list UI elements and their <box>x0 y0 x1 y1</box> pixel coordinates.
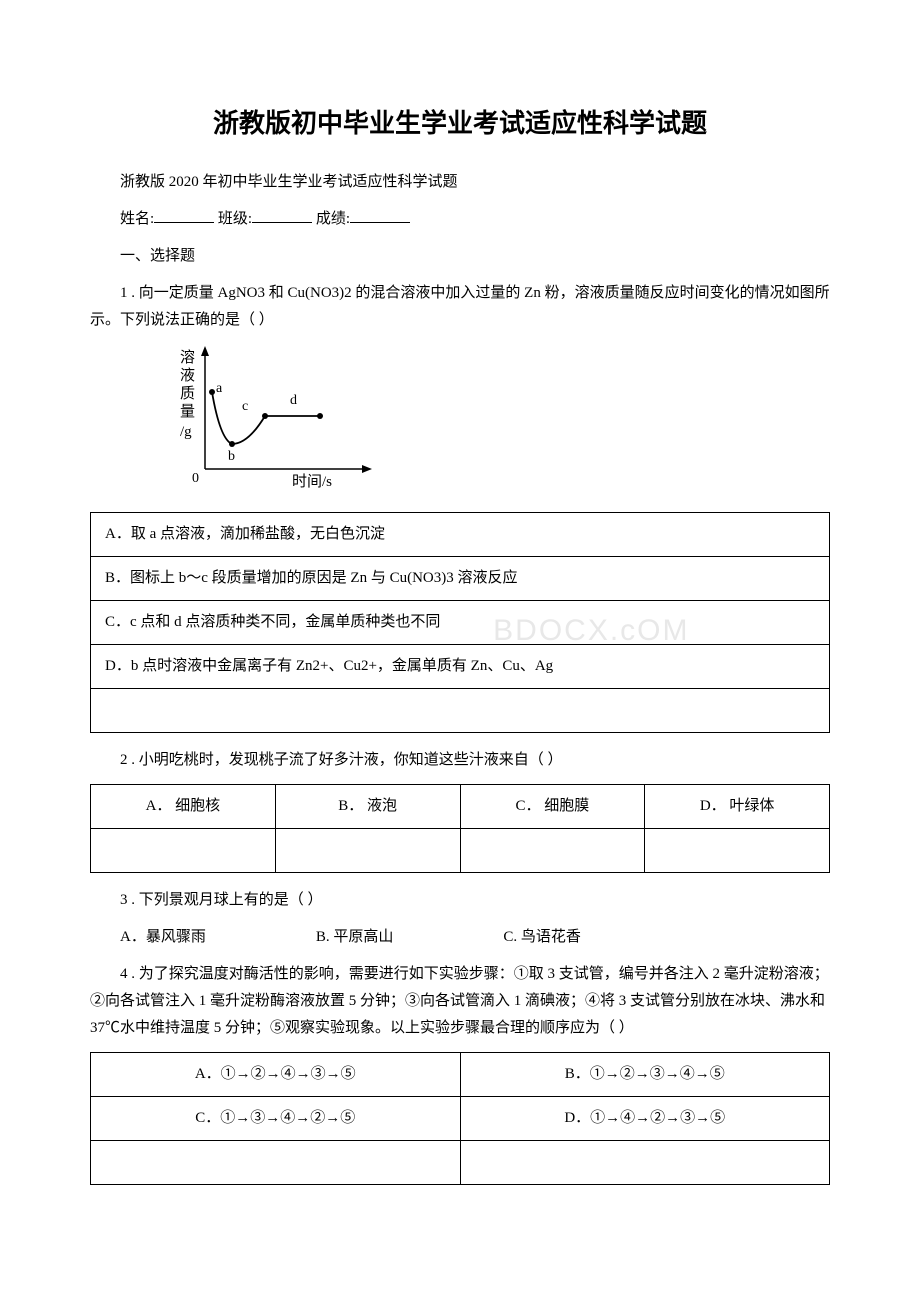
origin-label: 0 <box>192 471 199 486</box>
q1-opt-c-text: C．c 点和 d 点溶质种类不同，金属单质种类也不同 <box>105 614 440 630</box>
q1-stem: 1 . 向一定质量 AgNO3 和 Cu(NO3)2 的混合溶液中加入过量的 Z… <box>90 280 830 334</box>
name-label: 姓名: <box>120 211 154 227</box>
q2-options-table: A． 细胞核 B． 液泡 C． 细胞膜 D． 叶绿体 <box>90 784 830 873</box>
q4-empty-a <box>91 1140 461 1184</box>
q2-opt-d: D． 叶绿体 <box>645 784 830 828</box>
q4-opt-b: B．①→②→③→④→⑤ <box>460 1052 830 1096</box>
point-a <box>209 389 215 395</box>
point-c <box>262 413 268 419</box>
chart-ylabel-3: 质 <box>180 385 195 402</box>
chart-ylabel-4: 量 <box>180 404 195 420</box>
q4-options-table: A．①→②→④→③→⑤ B．①→②→③→④→⑤ C．①→③→④→②→⑤ D．①→… <box>90 1052 830 1185</box>
q2-empty-d <box>645 828 830 872</box>
form-row: 姓名: 班级: 成绩: <box>90 206 830 233</box>
q1-opt-d: D．b 点时溶液中金属离子有 Zn2+、Cu2+，金属单质有 Zn、Cu、Ag <box>91 644 830 688</box>
page-title: 浙教版初中毕业生学业考试适应性科学试题 <box>90 100 830 147</box>
label-c: c <box>242 399 248 414</box>
section-heading: 一、选择题 <box>90 243 830 270</box>
q3-opt-a: A．暴风骤雨 <box>120 924 206 951</box>
name-blank <box>154 208 214 223</box>
q4-opt-d: D．①→④→②→③→⑤ <box>460 1096 830 1140</box>
document-page: 浙教版初中毕业生学业考试适应性科学试题 浙教版 2020 年初中毕业生学业考试适… <box>0 0 920 1249</box>
q3-opt-b: B. 平原高山 <box>316 924 394 951</box>
label-b: b <box>228 449 235 464</box>
point-b <box>229 441 235 447</box>
label-a: a <box>216 381 223 396</box>
q1-options-table: A．取 a 点溶液，滴加稀盐酸，无白色沉淀 B．图标上 b～c 段质量增加的原因… <box>90 512 830 733</box>
label-d: d <box>290 393 297 408</box>
q3-opt-c: C. 鸟语花香 <box>503 924 581 951</box>
q2-opt-b: B． 液泡 <box>275 784 460 828</box>
subtitle: 浙教版 2020 年初中毕业生学业考试适应性科学试题 <box>90 169 830 196</box>
q1-opt-c: BDOCX.cOMC．c 点和 d 点溶质种类不同，金属单质种类也不同 <box>91 600 830 644</box>
q1-opt-b: B．图标上 b～c 段质量增加的原因是 Zn 与 Cu(NO3)3 溶液反应 <box>91 556 830 600</box>
score-blank <box>350 208 410 223</box>
q2-stem: 2 . 小明吃桃时，发现桃子流了好多汁液，你知道这些汁液来自（ ） <box>90 747 830 774</box>
q1-opt-a: A．取 a 点溶液，滴加稀盐酸，无白色沉淀 <box>91 512 830 556</box>
q3-stem: 3 . 下列景观月球上有的是（ ） <box>90 887 830 914</box>
class-label: 班级: <box>218 211 252 227</box>
score-label: 成绩: <box>316 211 350 227</box>
class-blank <box>252 208 312 223</box>
q2-empty-c <box>460 828 645 872</box>
q4-opt-c: C．①→③→④→②→⑤ <box>91 1096 461 1140</box>
q4-empty-b <box>460 1140 830 1184</box>
q2-empty-a <box>91 828 276 872</box>
point-d <box>317 413 323 419</box>
q3-options: A．暴风骤雨 B. 平原高山 C. 鸟语花香 <box>120 924 830 951</box>
q1-opt-empty <box>91 688 830 732</box>
q2-opt-a: A． 细胞核 <box>91 784 276 828</box>
q2-empty-b <box>275 828 460 872</box>
chart-yunit: /g <box>180 424 192 440</box>
y-arrow-icon <box>201 346 209 356</box>
chart-ylabel-2: 液 <box>180 367 195 384</box>
q2-opt-c: C． 细胞膜 <box>460 784 645 828</box>
q4-opt-a: A．①→②→④→③→⑤ <box>91 1052 461 1096</box>
x-label: 时间/s <box>292 473 332 490</box>
chart-svg: 溶 液 质 量 /g 0 时间/s a b c d <box>170 344 380 494</box>
q1-chart: 溶 液 质 量 /g 0 时间/s a b c d <box>170 344 830 504</box>
q4-stem: 4 . 为了探究温度对酶活性的影响，需要进行如下实验步骤：①取 3 支试管，编号… <box>90 961 830 1042</box>
x-arrow-icon <box>362 465 372 473</box>
chart-ylabel-1: 溶 <box>180 349 195 366</box>
